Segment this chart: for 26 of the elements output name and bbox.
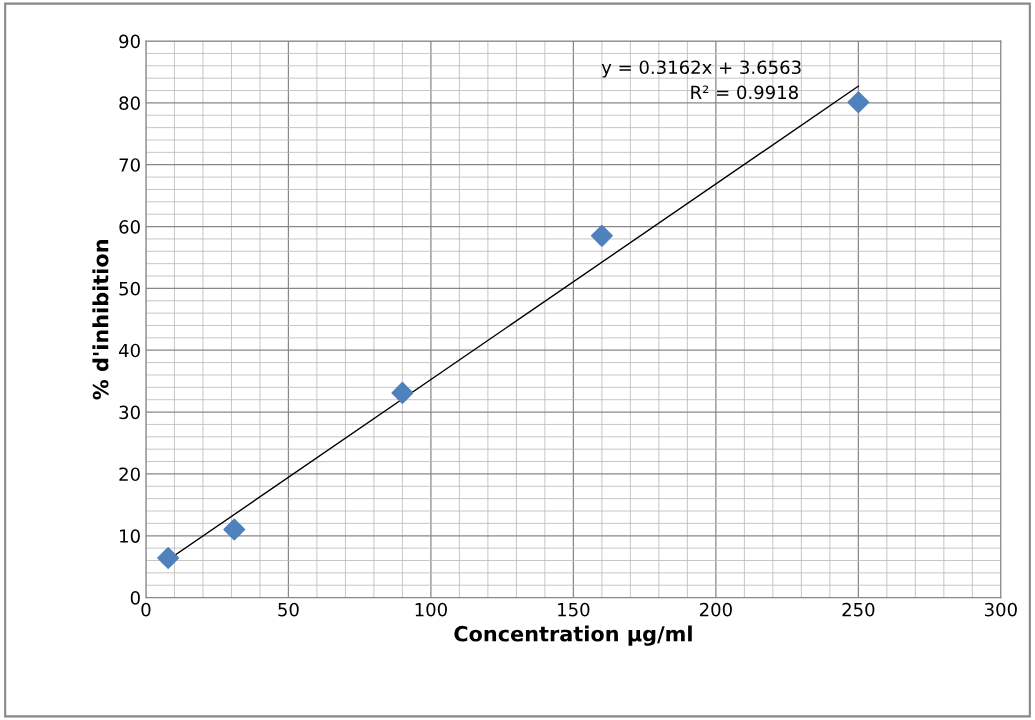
- y-tick-label: 80: [119, 96, 140, 110]
- x-tick-label: 100: [415, 602, 447, 617]
- y-tick-label: 40: [118, 343, 140, 358]
- annotation: y = 0.3162x + 3.6563: [601, 60, 801, 78]
- x-tick-label: 300: [984, 602, 1017, 617]
- y-tick-label: 30: [119, 405, 140, 420]
- x-tick-label: 50: [278, 602, 299, 617]
- x-tick-label: 150: [558, 602, 590, 617]
- x-tick-label: 200: [699, 602, 732, 617]
- y-tick-label: 0: [130, 591, 140, 605]
- y-tick-label: 10: [120, 529, 140, 543]
- y-tick-label: 90: [119, 34, 140, 49]
- y-tick-label: 20: [119, 467, 140, 482]
- x-tick-label: 250: [842, 602, 875, 617]
- point: [391, 381, 414, 404]
- y-tick-label: 60: [119, 220, 140, 234]
- y-axis-title: % d'inhibition: [92, 240, 109, 400]
- point: [157, 547, 180, 570]
- point: [590, 224, 613, 247]
- y-tick-label: 50: [119, 281, 140, 296]
- y-tick-label: 70: [119, 158, 140, 172]
- point: [847, 91, 870, 114]
- annotation: R² = 0.9918: [691, 85, 798, 100]
- x-tick-label: 0: [141, 602, 151, 617]
- point: [223, 518, 246, 541]
- x-axis-title: Concentration µg/ml: [454, 625, 692, 646]
